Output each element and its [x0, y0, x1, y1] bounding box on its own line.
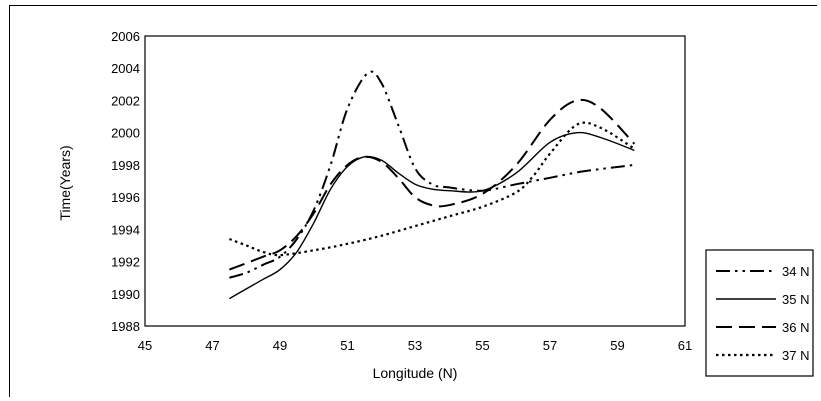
y-tick-label: 2000 — [111, 126, 140, 141]
x-axis-ticks: 45 47 49 51 53 55 57 59 61 — [138, 338, 692, 353]
y-tick-label: 1996 — [111, 190, 140, 205]
plot-area — [144, 35, 686, 327]
legend: 34 N 35 N 36 N 37 N — [705, 249, 814, 377]
x-tick-label: 61 — [678, 338, 692, 353]
series-line-37n — [228, 121, 635, 257]
series-layer — [228, 70, 636, 300]
series-line-36n — [229, 98, 636, 271]
chart-frame — [9, 5, 817, 397]
x-tick-label: 49 — [273, 338, 287, 353]
x-tick-label: 59 — [610, 338, 624, 353]
y-tick-label: 2006 — [111, 29, 140, 44]
x-tick-label: 51 — [340, 338, 354, 353]
legend-label: 34 N — [782, 264, 809, 279]
y-tick-label: 2004 — [111, 61, 140, 76]
legend-label: 35 N — [782, 292, 809, 307]
legend-label: 37 N — [782, 348, 809, 363]
y-tick-label: 2002 — [111, 93, 140, 108]
y-axis-title: Time(Years) — [57, 145, 73, 220]
series-line-34n — [229, 70, 635, 279]
legend-label: 36 N — [782, 320, 809, 335]
x-tick-label: 45 — [138, 338, 152, 353]
x-axis-title: Longitude (N) — [373, 365, 458, 381]
x-tick-label: 57 — [543, 338, 557, 353]
y-axis-ticks: 1988 1990 1992 1994 1996 1998 2000 2002 2004 2006 — [111, 29, 140, 334]
y-tick-label: 1994 — [111, 222, 140, 237]
x-tick-label: 55 — [475, 338, 489, 353]
y-tick-label: 1988 — [111, 319, 140, 334]
y-tick-label: 1990 — [111, 287, 140, 302]
x-tick-label: 53 — [408, 338, 422, 353]
y-tick-label: 1998 — [111, 158, 140, 173]
x-tick-label: 47 — [205, 338, 219, 353]
series-line-35n — [229, 131, 635, 300]
plot-border — [144, 35, 686, 327]
y-tick-label: 1992 — [111, 255, 140, 270]
